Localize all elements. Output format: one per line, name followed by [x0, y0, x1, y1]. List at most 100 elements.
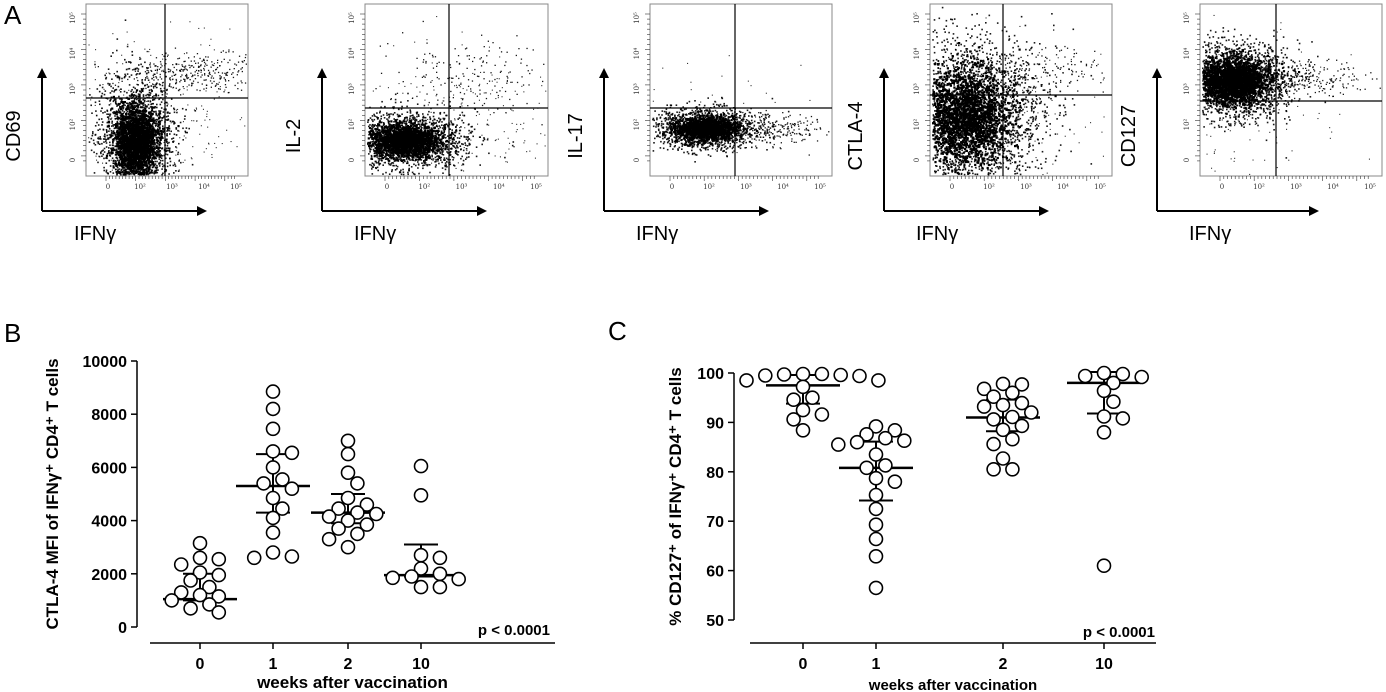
data-point — [1014, 377, 1030, 392]
data-point — [413, 579, 429, 595]
flow-plot-x-tick-label: 10³ — [166, 183, 178, 191]
x-axis-label: weeks after vaccination — [868, 677, 1037, 692]
data-point — [183, 573, 198, 588]
data-point — [1005, 385, 1020, 401]
data-point — [868, 580, 884, 596]
data-point — [202, 579, 217, 595]
flow-plot-x-label: IFNγ — [354, 223, 396, 245]
data-point — [868, 419, 884, 434]
data-point — [1005, 431, 1020, 447]
flow-plot-x-tick-label: 10⁴ — [493, 183, 505, 191]
flow-plot-y-ticks: 10⁵ 10⁴ 10³ 10² 0 — [348, 12, 365, 162]
points-week-10 — [1077, 365, 1149, 574]
data-point — [814, 366, 830, 382]
flow-plot-x-tick-label: 10⁴ — [1057, 183, 1069, 191]
points-week-10 — [385, 458, 467, 595]
flow-plot-x-ticks: 0 10² 10³ 10⁴ 10⁵ — [949, 176, 1106, 191]
data-point — [1106, 394, 1121, 410]
data-point — [413, 458, 429, 474]
flow-plot-y-ticks: 10⁵ 10⁴ 10³ 10² 0 — [1183, 12, 1200, 162]
y-axis-label: CTLA-4 MFI of IFNγ⁺ CD4⁺ T cells — [43, 358, 62, 629]
data-point — [331, 501, 346, 516]
x-tick-label: 10 — [412, 656, 430, 673]
data-point — [284, 445, 300, 461]
y-tick-label: 6000 — [91, 460, 127, 477]
y-tick-label: 10000 — [83, 354, 128, 371]
data-point — [830, 437, 846, 452]
flow-plot-1: 0 10² 10³ 10⁴ 10⁵ 10⁵ 10⁴ 10³ 10² 0 CD69 IFNγ — [3, 3, 249, 245]
flow-plot-y-tick-label: 10⁴ — [348, 47, 356, 59]
flow-plot-x-tick-label: 10⁴ — [1327, 183, 1339, 191]
flow-plot-y-tick-label: 10⁵ — [1183, 12, 1191, 24]
flow-plot-x-label: IFNγ — [74, 223, 116, 245]
x-tick-label: 10 — [1095, 656, 1113, 673]
flow-plot-x-tick-label: 10⁵ — [1364, 183, 1376, 191]
data-point — [859, 460, 874, 476]
data-point — [413, 547, 429, 563]
panel-c-chart: 50 60 70 80 90 100 0 1 2 10 weeks after vaccinatio… — [666, 365, 1156, 692]
flow-plot-x-ticks: 0 10² 10³ 10⁴ 10⁵ — [384, 176, 542, 191]
y-tick-label: 70 — [706, 514, 724, 531]
data-point — [284, 481, 300, 497]
data-point — [986, 436, 1001, 452]
flow-plot-x-tick-label: 10⁵ — [814, 183, 826, 191]
data-point — [868, 548, 884, 564]
x-tick-label: 0 — [799, 656, 808, 673]
flow-plot-x-tick-label: 10³ — [456, 183, 468, 191]
x-tick-label: 0 — [196, 656, 205, 673]
data-point — [868, 517, 884, 533]
data-point — [183, 601, 198, 616]
data-point — [340, 490, 356, 506]
data-point — [1096, 424, 1112, 440]
flow-plot-y-tick-label: 10⁵ — [348, 12, 356, 24]
data-point — [340, 539, 356, 555]
flow-plot-x-tick-label: 10² — [1253, 183, 1265, 191]
flow-plot-4: 0 10² 10³ 10⁴ 10⁵ 10⁵ 10⁴ 10³ 10² 0 CTLA-4 IFNγ — [845, 3, 1113, 245]
points-week-2 — [976, 376, 1039, 477]
flow-plot-x-tick-label: 10⁴ — [777, 183, 789, 191]
data-point — [868, 487, 884, 503]
data-point — [340, 433, 356, 449]
data-point — [211, 567, 227, 583]
data-point — [321, 509, 337, 524]
data-point — [350, 476, 365, 491]
data-point — [776, 367, 792, 382]
data-point — [896, 433, 912, 449]
y-tick-label: 4000 — [91, 514, 127, 531]
data-point — [833, 367, 849, 383]
y-tick-label: 60 — [706, 564, 724, 581]
flow-plot-x-tick-label: 0 — [385, 183, 389, 191]
data-point — [451, 571, 467, 587]
flow-plot-y-tick-label: 10⁵ — [633, 12, 641, 24]
data-point — [192, 587, 208, 603]
flow-plot-y-ticks: 10⁵ 10⁴ 10³ 10² 0 — [633, 12, 650, 162]
flow-plot-x-tick-label: 10² — [134, 183, 146, 191]
flow-plot-x-tick-label: 10³ — [1020, 183, 1032, 191]
data-point — [211, 605, 227, 620]
data-point — [849, 434, 865, 450]
data-point — [432, 579, 448, 595]
data-point — [878, 430, 893, 446]
data-point — [986, 412, 1001, 427]
data-point — [265, 444, 281, 459]
data-point — [805, 390, 820, 406]
data-point — [265, 460, 281, 475]
data-point — [1115, 411, 1131, 426]
data-point — [284, 549, 300, 564]
flow-plot-y-tick-label: 0 — [913, 158, 921, 162]
y-axis-label: % CD127⁺ of IFNγ⁺ CD4⁺ T cells — [666, 367, 685, 625]
flow-plot-y-tick-label: 10⁴ — [69, 47, 77, 59]
flow-plot-x-tick-label: 10² — [418, 183, 430, 191]
data-point — [986, 461, 1001, 477]
flow-plot-events — [88, 19, 247, 176]
flow-plot-y-tick-label: 0 — [633, 158, 641, 162]
data-point — [859, 426, 874, 442]
data-point — [852, 368, 867, 384]
flow-plot-x-label: IFNγ — [916, 223, 958, 245]
data-point — [275, 472, 290, 487]
data-point — [350, 526, 365, 542]
flow-plot-y-label: IL-17 — [565, 113, 587, 159]
data-point — [1134, 369, 1149, 385]
flow-plot-x-tick-label: 0 — [670, 183, 674, 191]
